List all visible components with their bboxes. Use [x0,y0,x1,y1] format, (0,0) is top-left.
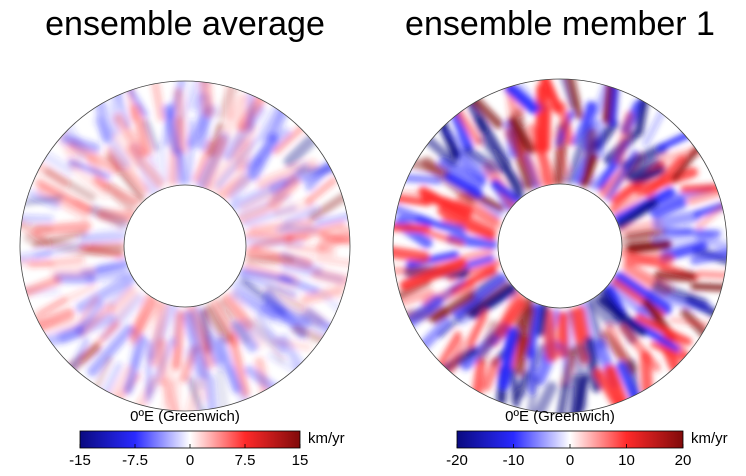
panel: ensemble average 0ºE (Greenwich) km/yr -15 -… [0,5,375,469]
figure: ensemble average 0ºE (Greenwich) km/yr -15 -… [0,0,746,471]
panel-title: ensemble member 1 [405,5,715,43]
colorbar-tick-label: 10 [618,452,635,469]
colorbar-tick-label: 0 [186,452,194,469]
colorbar-tick-label: -20 [446,452,468,469]
colorbar-tick-label: -15 [69,452,91,469]
inner-boundary [124,185,246,307]
colorbar-tick-label: 20 [675,452,692,469]
panel: ensemble member 1 0ºE (Greenwich) km/yr -20… [368,5,746,469]
colorbar-tick-label: 0 [566,452,574,469]
x-label: 0ºE (Greenwich) [130,408,240,425]
x-label: 0ºE (Greenwich) [505,408,615,425]
panel-title: ensemble average [45,5,325,43]
colorbar-tick-label: 15 [292,452,309,469]
inner-boundary [498,184,622,308]
colorbar-tick-label: -10 [503,452,525,469]
colorbar-label: km/yr [308,430,345,447]
colorbar-tick-label: 7.5 [235,452,256,469]
colorbar-label: km/yr [691,430,728,447]
colorbar-tick-label: -7.5 [122,452,148,469]
